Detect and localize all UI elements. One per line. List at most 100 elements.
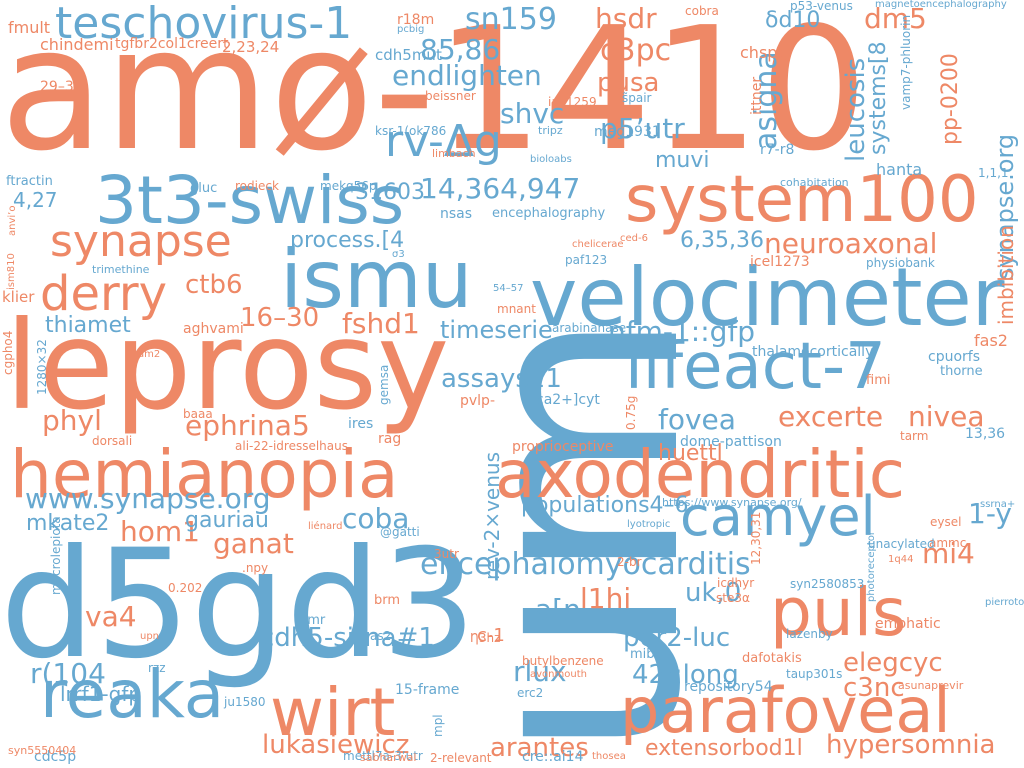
cloud-word: ali-22-idresselhaus bbox=[235, 439, 348, 453]
cloud-word: s̃pair bbox=[622, 91, 652, 105]
cloud-word: systems[8 bbox=[866, 41, 891, 155]
cloud-word: 2,23,24 bbox=[222, 38, 280, 56]
cloud-word: uk,0 bbox=[685, 578, 742, 608]
cloud-word: 3t3-swiss bbox=[95, 162, 405, 239]
cloud-word: ism810 bbox=[6, 253, 17, 290]
cloud-word: rv-Δg bbox=[385, 116, 502, 167]
cloud-word: fas2 bbox=[974, 331, 1008, 350]
cloud-word: meg1931 bbox=[594, 124, 661, 140]
cloud-word: 85,86 bbox=[420, 33, 501, 66]
cloud-word: populations4–6 bbox=[521, 493, 689, 518]
cloud-word: thorne bbox=[940, 364, 983, 379]
cloud-word: 1280×32 bbox=[35, 339, 49, 395]
cloud-word: dm5 bbox=[864, 2, 927, 35]
cloud-word: emphatic bbox=[875, 616, 941, 632]
cloud-word: unacylated bbox=[868, 537, 935, 551]
cloud-word: 12,30,31 bbox=[749, 511, 763, 565]
cloud-word: 13,36 bbox=[965, 426, 1006, 442]
cloud-word: 1-y bbox=[968, 497, 1012, 530]
cloud-word: neuroaxonal bbox=[764, 227, 938, 260]
cloud-word: liénard bbox=[308, 521, 343, 532]
cloud-word: encephalography bbox=[492, 206, 606, 221]
cloud-word: excerte bbox=[778, 400, 884, 433]
cloud-word: ires bbox=[348, 416, 374, 432]
cloud-word: hom1 bbox=[120, 515, 200, 548]
cloud-word: erc2 bbox=[517, 686, 544, 700]
cloud-word: bioloabs bbox=[530, 154, 572, 165]
cloud-word: 0.202 bbox=[168, 581, 203, 595]
cloud-word: lyotropic bbox=[627, 519, 671, 530]
cloud-word: lukasiewicz bbox=[262, 730, 410, 760]
cloud-word: tgfbr2col1creert bbox=[115, 36, 229, 52]
cloud-word: www.synapse.org bbox=[25, 482, 271, 515]
cloud-word: arantes bbox=[490, 733, 589, 763]
cloud-word: rag bbox=[378, 431, 402, 447]
cloud-word: trimethine bbox=[92, 263, 150, 276]
cloud-word: 31603 bbox=[355, 180, 425, 205]
cloud-word: encephalomyocarditis bbox=[420, 547, 751, 582]
cloud-word: butylbenzene bbox=[522, 654, 604, 668]
cloud-word: derry bbox=[40, 266, 168, 322]
cloud-word: mekq56p bbox=[320, 179, 377, 193]
cloud-word: cdc5p bbox=[34, 749, 77, 765]
cloud-word: mibg bbox=[630, 647, 663, 662]
cloud-word: arabinanase bbox=[552, 321, 627, 335]
cloud-word: teschovirus-1 bbox=[55, 0, 353, 49]
cloud-word: amø-1410 bbox=[0, 0, 868, 189]
cloud-word: per2-luc bbox=[623, 623, 731, 653]
cloud-word: repository54 bbox=[684, 679, 773, 695]
cloud-word: icdhyr bbox=[717, 576, 755, 590]
cloud-word: 4,27 bbox=[13, 188, 58, 212]
cloud-word: synapse bbox=[50, 216, 232, 267]
cloud-word: process.[4 bbox=[290, 228, 405, 253]
cloud-word: mnant bbox=[497, 302, 536, 316]
cloud-word: thalamocortically bbox=[752, 344, 874, 360]
cloud-word: hemianopia bbox=[10, 436, 399, 513]
cloud-word: ammc bbox=[929, 536, 967, 550]
cloud-word: 15-frame bbox=[395, 682, 460, 698]
cloud-word: brm bbox=[374, 593, 401, 608]
cloud-word: ced-6 bbox=[620, 233, 648, 244]
cloud-word: nsas bbox=[440, 206, 473, 222]
cloud-word: σ3 bbox=[392, 249, 405, 260]
cloud-word: ju1580 bbox=[224, 695, 266, 709]
cloud-word: velocimeter bbox=[530, 251, 1005, 344]
cloud-word: lifeact-7 bbox=[625, 330, 886, 404]
cloud-word: sn159 bbox=[465, 2, 557, 37]
cloud-word: ganat bbox=[213, 527, 294, 560]
cloud-word: rlux bbox=[513, 655, 567, 688]
cloud-word: ksr-1(ok786 bbox=[375, 124, 447, 138]
cloud-word: parafoveal bbox=[620, 674, 951, 747]
cloud-word: eysel bbox=[930, 515, 962, 529]
cloud-word: gluc bbox=[190, 181, 218, 196]
cloud-word: beissner bbox=[425, 89, 476, 103]
cloud-word: 0.75g bbox=[624, 395, 638, 430]
cloud-word: extensorbod1l bbox=[645, 736, 803, 761]
cloud-word: l1hi bbox=[580, 582, 632, 615]
cloud-word: c3pc bbox=[600, 33, 672, 68]
cloud-word: ssrna+ bbox=[980, 499, 1016, 510]
cloud-word: c3nc bbox=[843, 673, 905, 703]
cloud-word: pierroton bbox=[985, 597, 1024, 608]
cloud-word: cgpho4 bbox=[1, 330, 15, 375]
cloud-word: hsdr bbox=[595, 2, 657, 35]
cloud-word: ephrina5 bbox=[185, 409, 310, 442]
cloud-word: mpl bbox=[431, 714, 445, 737]
cloud-word: https://www.synapse.org/ bbox=[662, 496, 802, 509]
cloud-word: icel1273 bbox=[750, 254, 810, 270]
cloud-word: rodieck bbox=[235, 179, 279, 193]
cloud-word: cre::ai14 bbox=[522, 749, 584, 765]
cloud-word: vamp7-phluorin bbox=[899, 14, 913, 110]
cloud-word: shvc bbox=[500, 97, 565, 130]
cloud-word: dome-pattison bbox=[680, 434, 782, 450]
cloud-word: hanta bbox=[876, 160, 923, 179]
cloud-word: p53-venus bbox=[790, 0, 853, 13]
cloud-word: magnetoencephalography bbox=[875, 0, 1007, 10]
cloud-word: taup301s bbox=[786, 667, 843, 681]
cloud-word: mettl7a-3’utr bbox=[343, 749, 423, 763]
cloud-word: elegcyc bbox=[843, 648, 943, 678]
cloud-word: imbibition bbox=[994, 225, 1018, 325]
cloud-word: baaa bbox=[183, 407, 213, 421]
cloud-word: am2 bbox=[138, 349, 161, 360]
cloud-word: 42::long bbox=[632, 660, 739, 690]
